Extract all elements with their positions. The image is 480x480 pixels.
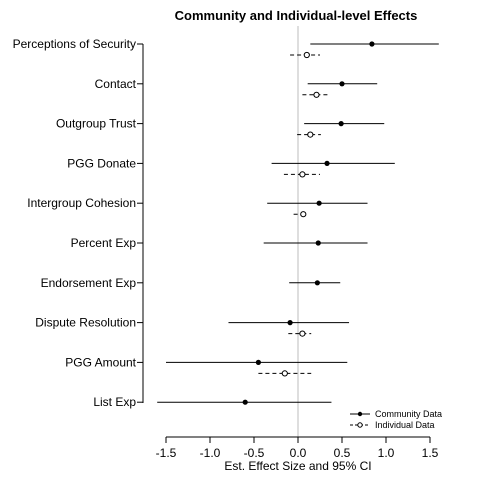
x-tick-label: 0.5 [334, 446, 351, 460]
individual-point [281, 370, 288, 377]
x-tick-label: -1.0 [200, 446, 221, 460]
y-tick-label: Dispute Resolution [35, 316, 136, 330]
plot-marks-layer [157, 41, 439, 405]
individual-point [307, 131, 314, 138]
individual-point [313, 91, 320, 98]
y-tick-label: Percent Exp [71, 236, 137, 250]
x-axis-title: Est. Effect Size and 95% CI [224, 459, 371, 473]
x-tick-label: 1.0 [378, 446, 395, 460]
x-tick-label: -0.5 [244, 446, 265, 460]
y-tick-label: Intergroup Cohesion [27, 196, 136, 210]
community-point [315, 240, 321, 246]
y-tick-label: Perceptions of Security [13, 37, 136, 51]
legend-individual-marker [357, 422, 363, 428]
x-axis: -1.5 -1.0 -0.5 0.0 0.5 1.0 1.5 [156, 436, 439, 460]
y-tick-label: Endorsement Exp [41, 276, 137, 290]
community-point [324, 160, 330, 166]
x-tick-label: 0.0 [290, 446, 307, 460]
community-point [339, 81, 345, 87]
y-tick-label: Outgroup Trust [56, 117, 137, 131]
individual-point [299, 330, 306, 337]
community-point [242, 399, 248, 405]
community-point [369, 41, 375, 47]
y-tick-label: List Exp [93, 395, 136, 409]
legend-community-label: Community Data [375, 409, 442, 419]
community-point [255, 359, 261, 365]
community-point [338, 121, 344, 127]
x-tick-label: -1.5 [156, 446, 177, 460]
x-tick-label: 1.5 [422, 446, 439, 460]
individual-point [299, 171, 306, 178]
legend-individual-label: Individual Data [375, 420, 435, 430]
community-point [287, 320, 293, 326]
community-point [314, 280, 320, 286]
y-axis: Perceptions of Security Contact Outgroup T… [13, 37, 144, 409]
community-point [316, 200, 322, 206]
y-tick-label: PGG Donate [67, 156, 136, 170]
individual-point [303, 51, 310, 59]
y-tick-label: Contact [95, 77, 137, 91]
legend-community-marker [357, 411, 363, 417]
individual-point [300, 211, 307, 218]
chart-title: Community and Individual-level Effects [175, 8, 418, 23]
y-tick-label: PGG Amount [65, 355, 136, 369]
